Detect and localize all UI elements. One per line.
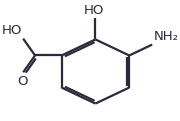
Text: HO: HO (1, 24, 22, 38)
Text: O: O (17, 75, 28, 88)
Text: HO: HO (84, 4, 104, 17)
Text: NH₂: NH₂ (154, 30, 179, 43)
